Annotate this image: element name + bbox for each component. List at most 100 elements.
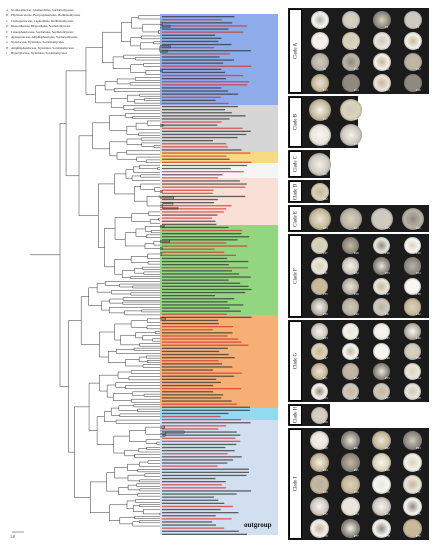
taxon-label (162, 481, 226, 483)
taxon-label (162, 437, 236, 439)
legend-entry: C Cladosporiaceae, Capnodiales, Dothideom… (6, 19, 166, 24)
colony-photo (341, 277, 360, 295)
taxon-label (162, 344, 249, 346)
taxon-label (162, 279, 229, 281)
legend-entry: G Xylariaceae, Xylariales, Sordariomycete… (6, 40, 166, 45)
taxon-label (162, 357, 235, 359)
taxon-label (162, 229, 243, 232)
taxon-label (162, 146, 228, 148)
colony-photo (403, 52, 422, 71)
clade-band-e (160, 178, 278, 225)
clade-label-text: Clade C (293, 155, 298, 173)
colony-code: P58 (416, 396, 421, 400)
colony-photo (342, 342, 359, 360)
taxon-label (162, 409, 250, 411)
taxon-label (162, 109, 225, 111)
clade-photo-panel: Clade I P60 P61 P62 P63 P64 P65 P66 P67 P68 P69 P70… (288, 428, 429, 540)
clade-label-text: Clade D (293, 183, 298, 200)
colony-code: P6 (354, 46, 358, 50)
clade-label-text: Clade G (293, 352, 298, 370)
colony-photo (311, 342, 328, 360)
taxon-label (162, 211, 224, 213)
taxon-label (162, 217, 213, 219)
clade-label-text: Clade A (293, 42, 298, 60)
taxon-label (162, 372, 242, 374)
colony-photo (341, 236, 360, 254)
taxon-label (162, 152, 251, 154)
colony-code: P32 (354, 271, 359, 275)
taxon-label (162, 192, 213, 194)
taxon-label (162, 291, 246, 294)
colony-code: P16 (416, 88, 421, 92)
legend-entry: D Diaporthaceae, Diaporthales, Sordariomy… (6, 24, 166, 29)
colony-photo (404, 342, 421, 360)
taxon-label (162, 90, 229, 92)
taxon-label (162, 446, 226, 449)
colony-code: P13 (323, 88, 328, 92)
colony-code: P49 (385, 356, 390, 360)
legend-key: A (6, 8, 9, 12)
taxon-label (162, 422, 251, 424)
clade-photo-panel: Clade C P21 (288, 150, 331, 178)
colony-code: P22 (323, 197, 328, 201)
colony-photo (310, 182, 329, 201)
legend-entry: E Lasiosphaeriaceae, Sordariales, Sordari… (6, 30, 166, 35)
colony-code: P7 (385, 46, 389, 50)
taxon-label (162, 512, 239, 514)
taxon-label (162, 254, 237, 256)
clade-label-text: Clade F (293, 268, 298, 284)
taxon-label (162, 260, 249, 263)
taxon-label (162, 174, 223, 176)
taxon-label (162, 87, 222, 89)
clade-band-i (160, 420, 278, 535)
taxon-label (162, 43, 232, 46)
colony-code: P9 (323, 67, 327, 71)
colony-code: P48 (354, 356, 359, 360)
colony-photo (310, 52, 329, 71)
taxon-label (162, 189, 214, 191)
taxon-label (162, 453, 228, 455)
taxon-label (162, 477, 216, 480)
taxon-label (162, 360, 219, 362)
clade-legend: A Glomerellaceae, Glomerellales, Sordario… (6, 8, 166, 57)
colony-photo (404, 322, 421, 340)
colony-photo (401, 207, 424, 230)
taxon-label (162, 471, 249, 473)
legend-entry: H Amphisphaeriaceae, Xylariales, Sordario… (6, 46, 166, 51)
taxon-label (162, 53, 230, 55)
clade-band-d (160, 152, 278, 163)
colony-photo (310, 31, 329, 50)
colony-code: P18 (354, 117, 359, 121)
colony-photo (339, 123, 362, 146)
legend-text: Lasiosphaeriaceae, Sordariales, Sordario… (11, 29, 74, 34)
taxon-label (162, 56, 220, 58)
taxon-label (162, 459, 234, 461)
legend-key: B (6, 13, 9, 18)
colony-code: P24 (354, 226, 359, 230)
taxon-label (162, 301, 228, 303)
colony-code: P47 (323, 356, 328, 360)
colony-code: P29 (385, 250, 390, 255)
colony-code: P56 (354, 396, 359, 400)
colony-photo (308, 152, 331, 176)
colony-code: P41 (385, 312, 390, 316)
taxon-label (162, 397, 222, 399)
taxon-label (162, 84, 248, 86)
taxon-label (162, 533, 247, 535)
taxon-label (162, 208, 227, 210)
taxon-label (162, 251, 225, 253)
taxon-label (162, 270, 232, 272)
taxon-label (162, 332, 233, 334)
taxon-label (162, 74, 243, 77)
taxon-label (162, 248, 215, 250)
colony-code: P61 (354, 446, 359, 450)
legend-text: Apiosporaceae, Amphisphaeriales, Sordari… (11, 35, 78, 40)
colony-code: P14 (354, 88, 359, 92)
colony-code: P71 (416, 490, 421, 494)
colony-code: P54 (416, 376, 421, 380)
taxon-label (162, 102, 229, 105)
taxon-label (162, 267, 248, 269)
colony-photo (311, 322, 328, 340)
taxon-label (162, 242, 227, 244)
taxon-label (162, 298, 235, 300)
